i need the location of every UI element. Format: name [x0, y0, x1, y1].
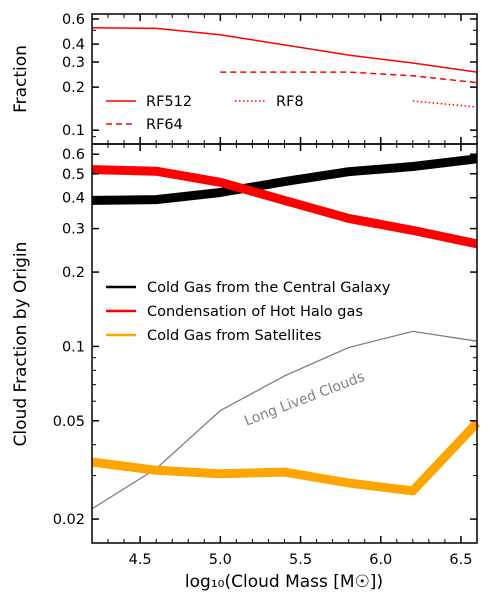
top-ticks: 0.6 0.4 0.3 0.2 0.1	[62, 12, 478, 145]
y-tick-label: 0.02	[53, 512, 85, 528]
y-tick-label: 0.3	[62, 55, 85, 71]
legend-label-satellites: Cold Gas from Satellites	[147, 328, 321, 344]
x-tick-label: 6.5	[449, 552, 472, 568]
y-tick-label: 0.3	[62, 222, 85, 238]
y-tick-label: 0.4	[62, 37, 85, 53]
x-tick-label: 5.0	[209, 552, 232, 568]
series-line-cold-gas-from-the-central-galaxy	[91, 154, 478, 205]
top-ylabel: Fraction	[11, 45, 31, 113]
series-line-rf8	[412, 100, 478, 108]
series-line-condensation-of-hot-halo-gas	[91, 165, 478, 249]
y-tick-label: 0.2	[62, 265, 85, 281]
top-series	[91, 27, 478, 108]
bottom-panel: 4.5 5.0 5.5 6.0 6.5 0.6 0.5 0.4 0.3 0.2 0.1 0.05 0.0…	[11, 143, 481, 592]
legend-label-halo: Condensation of Hot Halo gas	[147, 304, 363, 320]
bottom-series	[91, 154, 481, 510]
y-tick-label: 0.4	[62, 191, 85, 207]
x-tick-label: 6.0	[369, 552, 392, 568]
legend-label-rf64: RF64	[146, 117, 183, 133]
bottom-legend: Cold Gas from the Central Galaxy Condens…	[106, 280, 391, 344]
y-tick-label: 0.05	[53, 414, 85, 430]
x-tick-label: 5.5	[289, 552, 312, 568]
y-tick-label: 0.2	[62, 80, 85, 96]
top-panel: 0.6 0.4 0.3 0.2 0.1 Fraction RF512 RF64 RF8	[11, 12, 478, 145]
bottom-ylabel: Cloud Fraction by Origin	[11, 242, 31, 447]
top-legend: RF512 RF64 RF8	[106, 94, 304, 133]
legend-label-rf512: RF512	[146, 94, 192, 110]
legend-label-rf8: RF8	[276, 94, 304, 110]
y-tick-label: 0.6	[62, 147, 85, 163]
bottom-ticks: 4.5 5.0 5.5 6.0 6.5 0.6 0.5 0.4 0.3 0.2 0.1 0.05 0.0…	[53, 144, 478, 568]
bottom-xlabel: log₁₀(Cloud Mass [M☉])	[185, 572, 383, 592]
long-lived-clouds-annotation: Long Lived Clouds	[242, 369, 367, 430]
y-tick-label: 0.6	[62, 12, 85, 28]
legend-label-central: Cold Gas from the Central Galaxy	[147, 280, 391, 296]
series-line-rf512	[91, 27, 478, 73]
x-tick-label: 4.5	[129, 552, 152, 568]
series-line-rf64	[220, 71, 478, 84]
y-tick-label: 0.1	[62, 123, 85, 139]
series-line-cold-gas-from-satellites	[91, 419, 481, 496]
bottom-axes-frame	[91, 143, 478, 544]
y-tick-label: 0.1	[62, 339, 85, 355]
y-tick-label: 0.5	[62, 167, 85, 183]
